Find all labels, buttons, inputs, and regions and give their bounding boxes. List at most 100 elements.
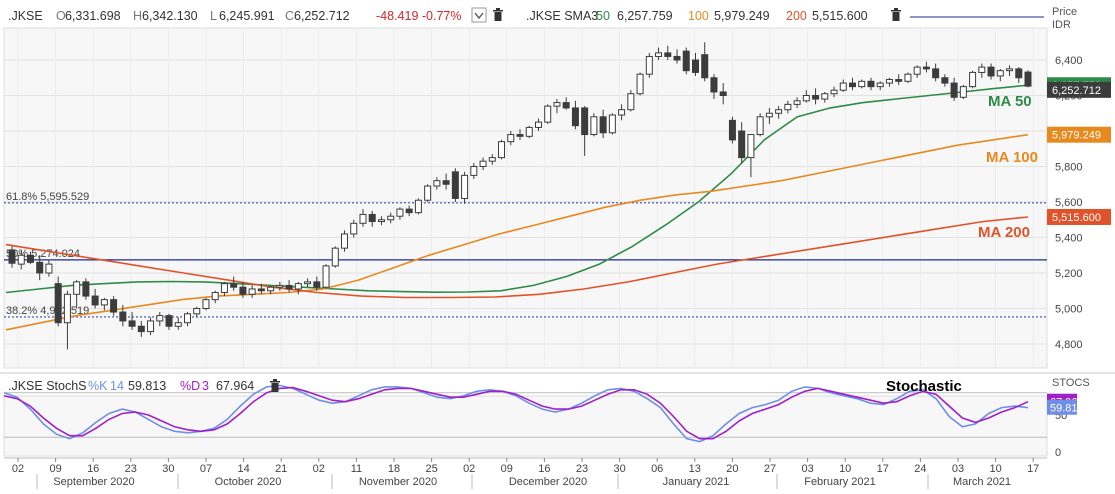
candle — [322, 264, 330, 289]
stoch-d-value: 67.964 — [216, 379, 254, 393]
price-gridlines — [4, 28, 1047, 368]
price-tick-label: 6,400 — [1055, 55, 1083, 67]
candle — [969, 70, 977, 89]
ma100-annotation: MA 100 — [986, 149, 1038, 166]
day-tick-label: 09 — [501, 463, 513, 475]
ma-line-sma50 — [5, 84, 1029, 294]
candle — [156, 312, 164, 327]
sma-study-label: .JKSE SMA3 — [526, 9, 598, 23]
candle — [775, 106, 783, 119]
candle — [932, 63, 940, 82]
candle — [396, 207, 404, 220]
candle — [174, 317, 182, 330]
delete-stochastic-study-button[interactable] — [270, 379, 280, 392]
stoch-tick-label: 0 — [1055, 447, 1061, 459]
candle — [414, 198, 422, 215]
collapse-dropdown-button[interactable] — [471, 7, 487, 23]
candle — [922, 61, 930, 73]
day-tick-label: 02 — [12, 463, 24, 475]
candle — [267, 285, 275, 295]
day-tick-label: 14 — [237, 463, 249, 475]
day-tick-label: 06 — [651, 463, 663, 475]
day-tick-label: 07 — [200, 463, 212, 475]
candle — [618, 104, 626, 121]
candle — [387, 212, 395, 224]
candle — [377, 216, 385, 226]
delete-price-study-button[interactable] — [493, 8, 503, 21]
day-tick-label: 11 — [351, 463, 362, 475]
month-label: March 2021 — [953, 476, 1011, 488]
stoch-line-d — [3, 386, 1029, 440]
candle — [248, 285, 256, 298]
candle — [110, 296, 118, 316]
stoch-symbol: .JKSE StochS — [8, 379, 87, 393]
price-tick-label: 5,400 — [1055, 233, 1083, 245]
day-tick-label: 10 — [839, 463, 851, 475]
month-label: February 2021 — [804, 476, 876, 488]
candle — [17, 249, 25, 270]
candle — [608, 113, 616, 135]
header-symbol: .JKSE — [8, 9, 43, 23]
time-axis: 02 09 16 23 30 07 14 21 02 11 18 25 02 09 16 23 30 06 13 20… — [4, 457, 1047, 489]
stoch-d-period: 3 — [202, 379, 209, 393]
delete-sma-study-button[interactable] — [891, 8, 901, 21]
candle — [239, 281, 247, 298]
price-axis-unit: IDR — [1052, 19, 1071, 31]
candle — [165, 313, 173, 330]
day-tick-label: 13 — [689, 463, 701, 475]
candle — [941, 74, 949, 87]
day-tick-label: 30 — [162, 463, 174, 475]
candle — [738, 122, 746, 163]
candle — [812, 88, 820, 105]
fib-level-label: 61.8% 5,595.529 — [6, 191, 89, 203]
stochastic-lines — [3, 384, 1047, 443]
candle — [230, 276, 238, 291]
candle — [128, 312, 136, 330]
candle — [645, 52, 653, 78]
stoch-badge — [1047, 399, 1077, 415]
sma200-period: 200 — [786, 9, 807, 23]
ma-line-sma100 — [5, 133, 1029, 331]
trash-icon — [493, 8, 503, 21]
price-badge-label: 5,979.249 — [1052, 130, 1101, 142]
day-tick-label: 02 — [463, 463, 475, 475]
candle — [756, 113, 764, 137]
moving-average-lines — [5, 84, 1029, 331]
price-tick-label: 5,600 — [1055, 197, 1083, 209]
candle — [691, 52, 699, 76]
day-tick-label: 10 — [989, 463, 1001, 475]
candle — [599, 109, 607, 139]
candle — [830, 86, 838, 98]
change-value: -48.419 -0.77% — [376, 9, 461, 23]
candle — [516, 129, 524, 140]
candle — [442, 173, 450, 190]
candle — [562, 97, 570, 110]
sma50-value: 6,257.759 — [617, 9, 673, 23]
candle — [571, 100, 579, 130]
candle — [1024, 70, 1032, 88]
candle — [996, 68, 1004, 82]
candle — [839, 79, 847, 92]
trash-icon — [270, 379, 280, 392]
candle — [276, 281, 284, 291]
candle — [895, 74, 903, 85]
day-tick-label: 23 — [125, 463, 137, 475]
trash-icon — [891, 8, 901, 21]
candle — [73, 280, 81, 309]
candle — [904, 72, 912, 84]
candle — [885, 77, 893, 87]
price-badge — [1047, 126, 1111, 143]
candle — [36, 255, 44, 281]
ma200-annotation: MA 200 — [978, 224, 1030, 241]
day-tick-label: 30 — [613, 463, 625, 475]
close-value: 6,252.712 — [294, 9, 350, 23]
price-tick-label: 5,800 — [1055, 162, 1083, 174]
candle — [950, 77, 958, 101]
day-tick-label: 20 — [726, 463, 738, 475]
candle — [461, 171, 469, 204]
candle — [26, 251, 34, 265]
candle — [1015, 67, 1023, 84]
stoch-k-label: %K — [88, 379, 108, 393]
month-label: November 2020 — [359, 476, 437, 488]
candle — [655, 47, 663, 60]
